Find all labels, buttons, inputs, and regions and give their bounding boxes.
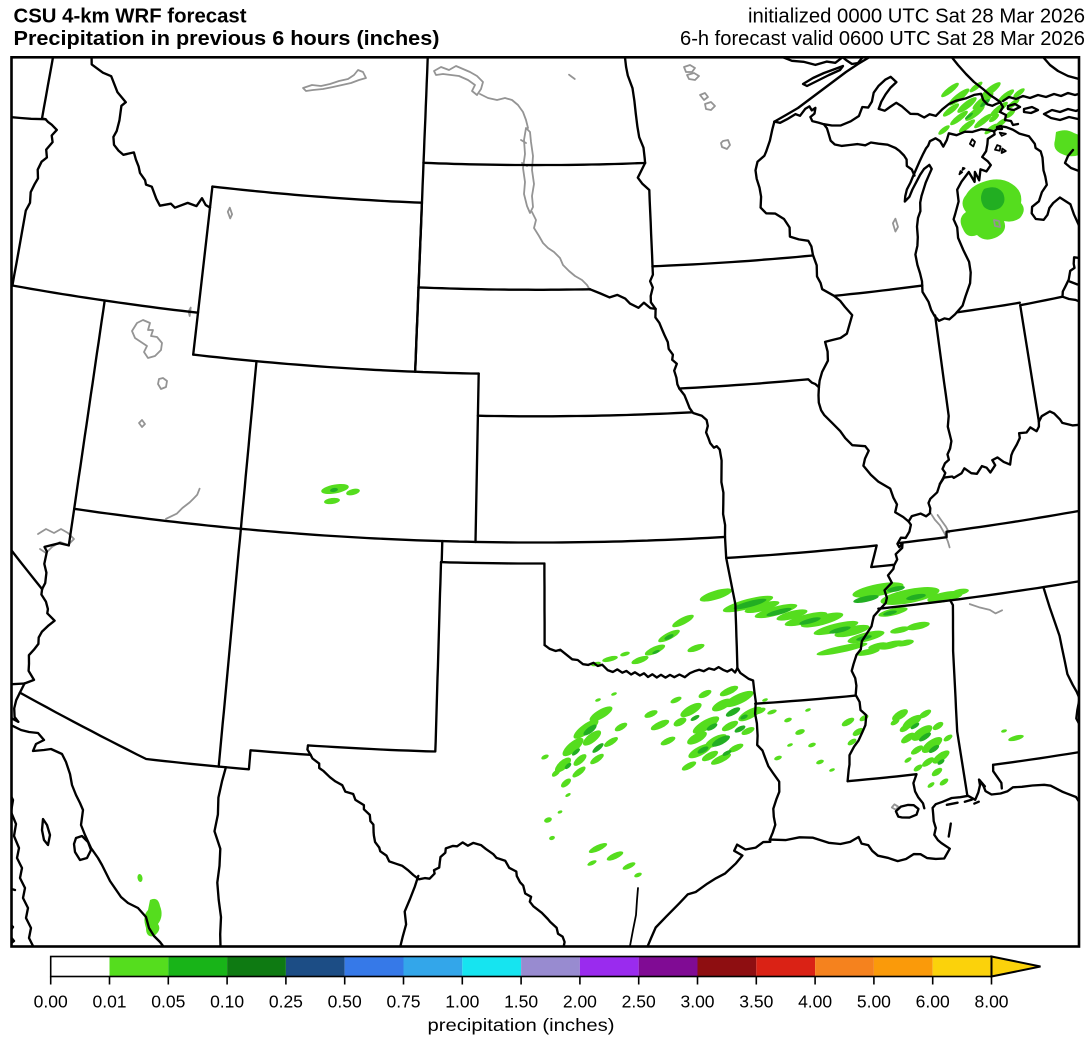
svg-text:6-h forecast valid 0600 UTC Sa: 6-h forecast valid 0600 UTC Sat 28 Mar 2… (680, 28, 1085, 50)
svg-text:0.50: 0.50 (328, 992, 362, 1012)
svg-text:CSU 4-km WRF forecast: CSU 4-km WRF forecast (14, 6, 247, 28)
svg-text:0.00: 0.00 (34, 992, 68, 1012)
svg-text:0.01: 0.01 (92, 992, 126, 1012)
svg-text:0.10: 0.10 (210, 992, 244, 1012)
svg-text:0.75: 0.75 (386, 992, 420, 1012)
svg-text:1.50: 1.50 (504, 992, 538, 1012)
svg-text:2.50: 2.50 (622, 992, 656, 1012)
svg-text:1.00: 1.00 (445, 992, 479, 1012)
svg-text:6.00: 6.00 (916, 992, 950, 1012)
svg-text:Precipitation in previous 6 ho: Precipitation in previous 6 hours (inche… (14, 28, 440, 50)
svg-text:5.00: 5.00 (857, 992, 891, 1012)
svg-text:precipitation (inches): precipitation (inches) (428, 1015, 615, 1035)
svg-text:0.05: 0.05 (151, 992, 185, 1012)
svg-text:4.00: 4.00 (798, 992, 832, 1012)
svg-text:3.50: 3.50 (739, 992, 773, 1012)
svg-text:8.00: 8.00 (974, 992, 1008, 1012)
svg-text:0.25: 0.25 (269, 992, 303, 1012)
svg-text:initialized 0000 UTC Sat 28 Ma: initialized 0000 UTC Sat 28 Mar 2026 (748, 6, 1085, 28)
svg-text:2.00: 2.00 (563, 992, 597, 1012)
svg-text:3.00: 3.00 (680, 992, 714, 1012)
